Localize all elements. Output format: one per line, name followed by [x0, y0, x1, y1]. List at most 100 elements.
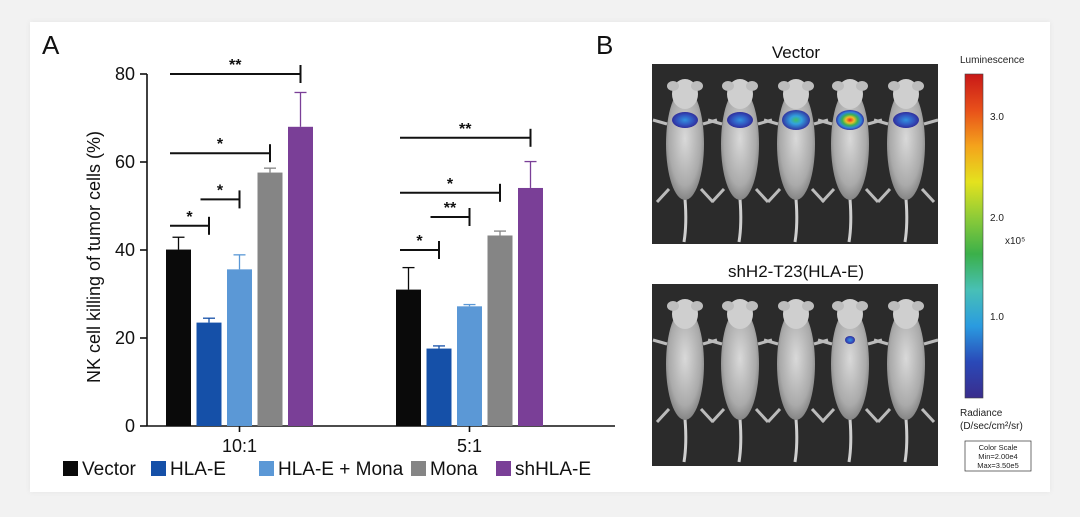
mouse-leg-left	[710, 187, 726, 204]
panel-a-label: A	[42, 30, 60, 60]
bar-shhla-e-1	[518, 187, 543, 426]
legend-swatch-2	[259, 461, 274, 476]
mouse-ear-left	[888, 301, 900, 311]
x-tick-label-0: 10:1	[222, 436, 257, 456]
mouse-leg-left	[655, 407, 671, 424]
panel-b-label: B	[596, 30, 613, 60]
y-axis-label: NK cell killing of tumor cells (%)	[84, 131, 104, 383]
significance-label-7: **	[459, 121, 472, 138]
mouse-body	[887, 308, 925, 420]
mouse-leg-left	[766, 187, 782, 204]
mouse-body	[721, 308, 759, 420]
shhla-e-mouse-group	[652, 299, 939, 463]
mouse-tail	[682, 198, 688, 243]
luminescence-signal	[782, 110, 810, 130]
mouse-paw-right	[923, 118, 939, 126]
mouse-ear-right	[802, 301, 814, 311]
mouse-bottom-mice-2	[763, 299, 829, 463]
bar-mona-1	[487, 235, 513, 426]
mouse-body	[666, 308, 704, 420]
mouse-body	[831, 308, 869, 420]
luminescence-signal	[845, 336, 855, 344]
mouse-bottom-mice-3	[817, 299, 883, 463]
colorbar-tick-3: 3.0	[990, 112, 1004, 123]
colorbar-title: Luminescence	[960, 55, 1025, 66]
significance-label-2: *	[217, 136, 224, 153]
bar-hla-e-mona-1	[457, 306, 482, 426]
bar-hla-e-0	[196, 322, 222, 426]
mouse-ear-left	[667, 81, 679, 91]
vector-image-title: Vector	[772, 43, 821, 62]
mouse-ear-right	[856, 81, 868, 91]
mouse-tail	[793, 418, 799, 463]
bar-hla-e-1	[426, 348, 452, 426]
mouse-paw-left	[763, 118, 779, 126]
mouse-paw-left	[817, 338, 833, 346]
mouse-tail	[793, 198, 799, 243]
mouse-ear-left	[778, 301, 790, 311]
colorbar-tick-1: 1.0	[990, 312, 1004, 323]
mouse-ear-left	[722, 81, 734, 91]
mouse-leg-right	[864, 187, 880, 204]
x-tick-label-1: 5:1	[457, 436, 482, 456]
color-scale-min: Min=2.00e4	[978, 452, 1017, 461]
legend-label-1: HLA-E	[170, 459, 226, 480]
mouse-leg-right	[920, 407, 936, 424]
mouse-tail	[847, 198, 853, 243]
mouse-paw-left	[873, 338, 889, 346]
legend-swatch-1	[151, 461, 166, 476]
luminescence-colorbar	[964, 73, 984, 399]
imaging-panel: Vector shH2-T23(HLA-E) Luminescence 3.0 …	[652, 43, 1032, 472]
shhla-e-image-title: shH2-T23(HLA-E)	[728, 262, 864, 281]
significance-label-6: *	[447, 176, 454, 193]
color-scale-box	[964, 440, 1032, 472]
bar-vector-0	[166, 249, 191, 426]
mouse-leg-left	[655, 187, 671, 204]
mouse-tail	[903, 418, 909, 463]
mouse-paw-left	[707, 118, 723, 126]
mouse-bottom-mice-1	[707, 299, 773, 463]
mouse-top-mice-3	[817, 79, 883, 243]
mouse-top-mice-0	[652, 79, 718, 243]
mouse-leg-left	[876, 407, 892, 424]
mouse-ear-left	[832, 81, 844, 91]
mouse-leg-right	[920, 187, 936, 204]
mouse-paw-left	[652, 338, 668, 346]
mouse-paw-left	[817, 118, 833, 126]
significance-label-1: *	[217, 182, 224, 199]
mouse-leg-right	[699, 407, 715, 424]
legend-label-4: shHLA-E	[515, 459, 591, 480]
mouse-leg-right	[754, 407, 770, 424]
mouse-ear-left	[832, 301, 844, 311]
legend-label-0: Vector	[82, 459, 137, 480]
mouse-tail	[737, 198, 743, 243]
color-scale-title: Color Scale	[979, 443, 1018, 452]
vector-mouse-group	[652, 79, 939, 243]
luminescence-signal	[672, 112, 698, 128]
mouse-ear-left	[888, 81, 900, 91]
color-scale-max: Max=3.50e5	[977, 461, 1019, 470]
figure-card: A B NK cell killing of tumor cells (%) 0…	[30, 22, 1050, 492]
mouse-ear-right	[746, 81, 758, 91]
mouse-ear-left	[667, 301, 679, 311]
significance-label-4: *	[416, 233, 423, 250]
mouse-leg-left	[710, 407, 726, 424]
mouse-tail	[847, 418, 853, 463]
bar-mona-0	[257, 172, 283, 426]
mouse-tail	[737, 418, 743, 463]
radiance-unit-label: (D/sec/cm²/sr)	[960, 421, 1023, 432]
bar-hla-e-mona-0	[227, 269, 252, 426]
legend-swatch-4	[496, 461, 511, 476]
mouse-paw-left	[652, 118, 668, 126]
mouse-top-mice-4	[873, 79, 939, 243]
significance-label-3: **	[229, 57, 242, 74]
mouse-ear-right	[912, 301, 924, 311]
mouse-leg-right	[754, 187, 770, 204]
colorbar-exponent: x10⁵	[1005, 236, 1025, 247]
mouse-ear-right	[856, 301, 868, 311]
mouse-ear-right	[746, 301, 758, 311]
mouse-tail	[682, 418, 688, 463]
bar-vector-1	[396, 289, 421, 426]
y-tick-label-40: 40	[115, 240, 135, 260]
mouse-paw-left	[873, 118, 889, 126]
